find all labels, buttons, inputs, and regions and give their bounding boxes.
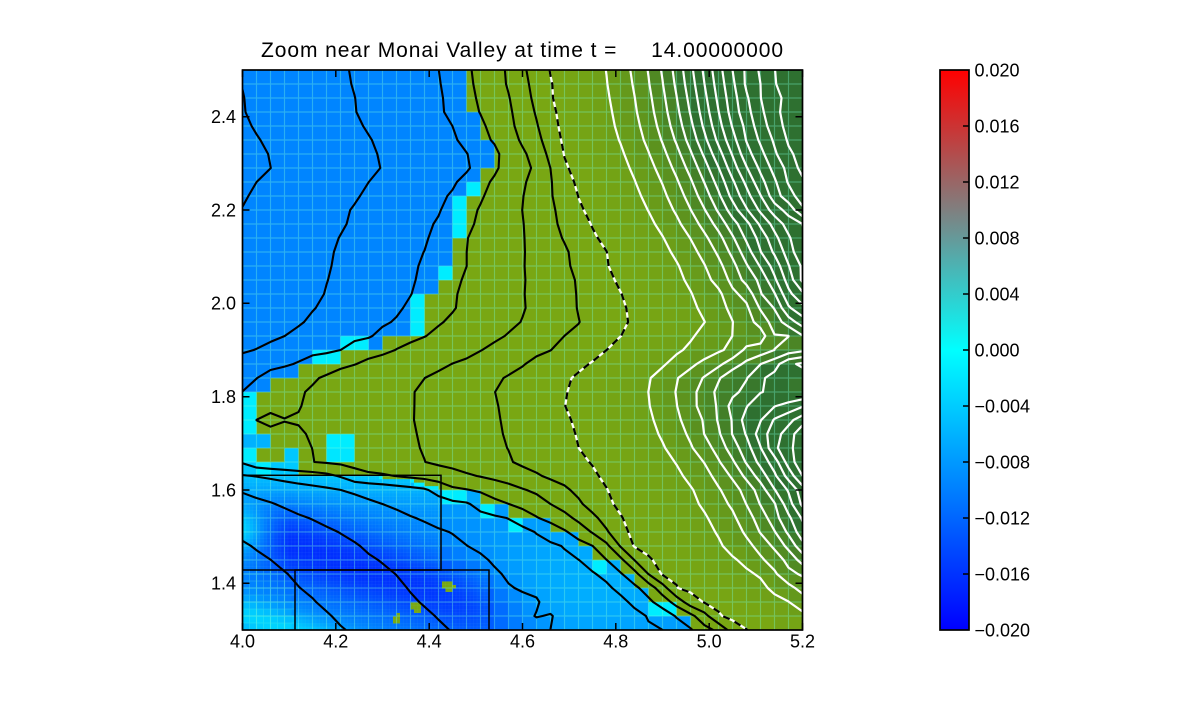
svg-text:0.012: 0.012 <box>975 172 1020 192</box>
svg-text:5.2: 5.2 <box>790 632 815 652</box>
svg-text:1.8: 1.8 <box>211 387 236 407</box>
svg-text:4.8: 4.8 <box>603 632 628 652</box>
svg-text:0.004: 0.004 <box>975 284 1020 304</box>
svg-text:2.2: 2.2 <box>211 200 236 220</box>
svg-text:1.6: 1.6 <box>211 480 236 500</box>
svg-text:0.016: 0.016 <box>975 116 1020 136</box>
svg-text:2.4: 2.4 <box>211 107 236 127</box>
svg-text:0.020: 0.020 <box>975 60 1020 80</box>
svg-text:5.0: 5.0 <box>697 632 722 652</box>
svg-text:−0.020: −0.020 <box>975 620 1031 640</box>
svg-text:−0.012: −0.012 <box>975 508 1031 528</box>
svg-text:4.0: 4.0 <box>230 632 255 652</box>
svg-text:2.0: 2.0 <box>211 294 236 314</box>
svg-text:1.4: 1.4 <box>211 574 236 594</box>
svg-text:4.6: 4.6 <box>510 632 535 652</box>
svg-text:4.2: 4.2 <box>323 632 348 652</box>
svg-text:Zoom near Monai Valley at time: Zoom near Monai Valley at time t = 14.00… <box>261 39 784 62</box>
svg-text:0.008: 0.008 <box>975 228 1020 248</box>
svg-text:−0.004: −0.004 <box>975 396 1031 416</box>
svg-text:4.4: 4.4 <box>417 632 442 652</box>
svg-text:−0.016: −0.016 <box>975 564 1031 584</box>
svg-text:0.000: 0.000 <box>975 340 1020 360</box>
svg-text:−0.008: −0.008 <box>975 452 1031 472</box>
